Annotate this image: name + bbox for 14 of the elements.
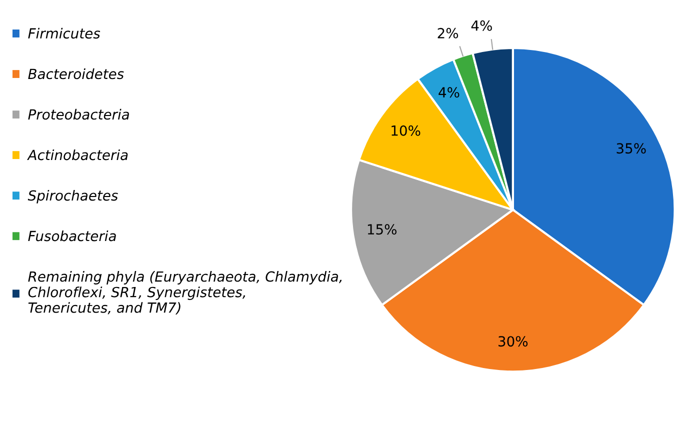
data-label: 2% — [438, 28, 458, 38]
data-label: 30% — [498, 336, 528, 347]
data-label: 4% — [471, 20, 492, 31]
legend-label: Firmicutes — [28, 28, 100, 39]
legend-label: Remaining phyla (Euryarchaeota, Chlamydia, Chloroflexi, SR1, Synergistetes, Tenericutes, and TM7) — [28, 271, 342, 315]
legend-label: Proteobacteria — [28, 108, 129, 120]
data-label: 4% — [438, 87, 460, 98]
legend-label: Actinobacteria — [27, 149, 128, 160]
legend-label: Fusobacteria — [28, 230, 116, 242]
legend-label: Spirochaetes — [28, 190, 118, 204]
data-label: 15% — [368, 224, 397, 235]
legend-label: Bacteroidetes — [28, 68, 124, 80]
data-label: 10% — [392, 125, 420, 136]
data-label: 35% — [616, 143, 646, 154]
